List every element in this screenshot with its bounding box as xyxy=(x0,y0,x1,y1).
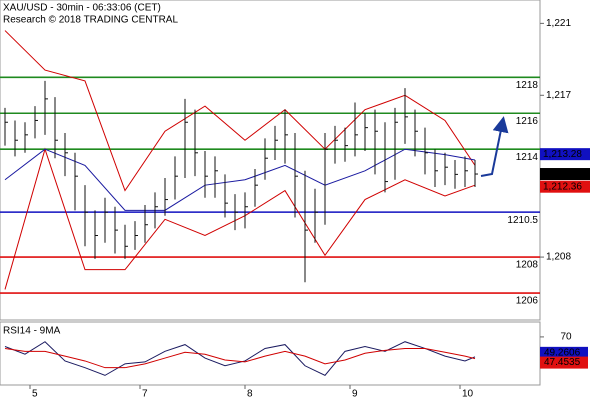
price-marker-label: 1,212.36 xyxy=(543,181,582,192)
level-label: 1210.5 xyxy=(507,215,538,226)
rsi-panel xyxy=(0,321,541,386)
rsi-title: RSI14 - 9MA xyxy=(3,326,61,337)
price-panel xyxy=(0,0,541,321)
x-tick-label: 5 xyxy=(32,389,38,400)
x-tick-label: 7 xyxy=(142,389,148,400)
price-marker-label: 1,212.62 xyxy=(543,169,582,180)
y-tick-label: 70 xyxy=(560,332,572,343)
x-tick-label: 8 xyxy=(247,389,253,400)
y-tick-label: 1,221 xyxy=(546,18,571,29)
chart-subtitle: Research © 2018 TRADING CENTRAL xyxy=(3,15,178,26)
rsi-marker-label: 49.2606 xyxy=(544,347,581,358)
indicator-line xyxy=(4,148,476,211)
level-label: 1214 xyxy=(516,152,539,163)
price-marker-label: 1,213.28 xyxy=(543,149,582,160)
y-tick-label: 1,217 xyxy=(546,90,571,101)
forecast-arrow xyxy=(480,116,509,177)
level-label: 1218 xyxy=(516,80,539,91)
indicator-line xyxy=(4,347,476,369)
rsi-marker xyxy=(540,356,588,369)
rsi-marker-label: 47.4535 xyxy=(544,357,581,368)
price-marker xyxy=(540,148,590,161)
level-label: 1206 xyxy=(516,296,539,307)
level-label: 1208 xyxy=(516,260,539,271)
chart-title: XAU/USD - 30min - 06:33:06 (CET) xyxy=(3,3,161,14)
indicator-line xyxy=(4,341,476,377)
price-marker xyxy=(540,180,590,193)
x-tick-label: 10 xyxy=(462,389,474,400)
y-tick-label: 1,208 xyxy=(546,252,571,263)
level-label: 1216 xyxy=(516,116,539,127)
plot-layer: 1,221 1,217 1,208 1218 1216 1214 1210.5 1208 120… xyxy=(0,18,590,400)
price-marker xyxy=(540,168,590,181)
rsi-marker xyxy=(540,346,588,359)
x-tick-label: 9 xyxy=(352,389,358,400)
